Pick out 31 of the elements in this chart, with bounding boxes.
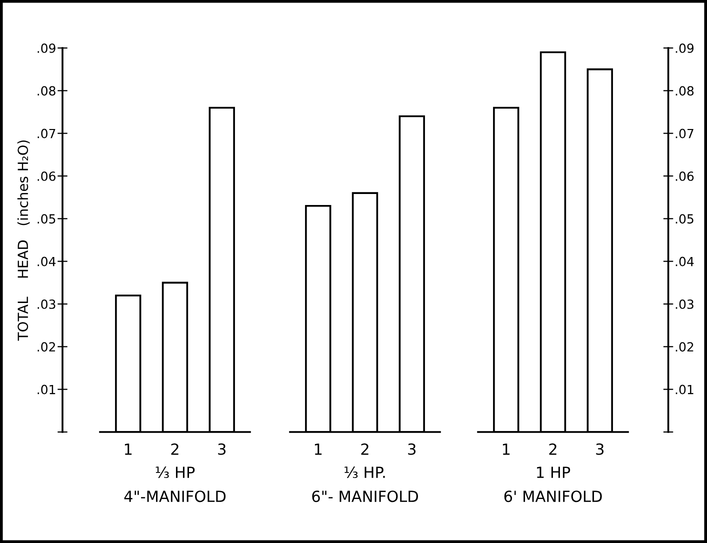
x-axis-title: 1 HP 6' MANIFOLD [504,466,602,502]
x-tick-label: 3 [596,443,604,455]
y2-tick-label: .02 [676,342,694,352]
y-tick-label: .06 [38,171,56,181]
y-axis-title: TOTAL HEAD (inches H₂O) [17,140,30,341]
y-tick-label: .09 [38,43,56,53]
x-axis-title: ⅓ HP. 6"- MANIFOLD [312,466,418,502]
x-tick-label: 3 [408,443,416,455]
y-tick-label: .05 [38,214,56,224]
x-tick-label: 3 [218,443,226,455]
y2-tick-label: .09 [676,43,694,53]
x-tick-label: 1 [124,444,132,455]
x-tick-label: 1 [314,444,322,455]
x-tick-label: 2 [549,443,556,455]
x-tick-label: 2 [171,443,178,455]
y-tick-label: .02 [38,342,55,352]
y-tick-label: .03 [38,299,56,309]
x-tick-label: 1 [502,444,510,455]
y2-tick-label: .07 [676,128,694,138]
x-tick-label: 2 [361,443,368,455]
y2-tick-label: .06 [676,171,694,181]
y2-tick-label: .01 [676,384,694,394]
y-tick-label: .04 [38,256,56,266]
x-axis-title: ⅓ HP 4"-MANIFOLD [124,466,226,502]
y2-tick-label: .04 [676,256,694,266]
y2-tick-label: .08 [676,86,694,96]
y2-tick-label: .05 [676,214,694,224]
y-tick-label: .07 [38,128,56,138]
y-tick-label: .08 [38,86,56,96]
y2-tick-label: .03 [676,299,694,309]
y-tick-label: .01 [38,384,56,394]
